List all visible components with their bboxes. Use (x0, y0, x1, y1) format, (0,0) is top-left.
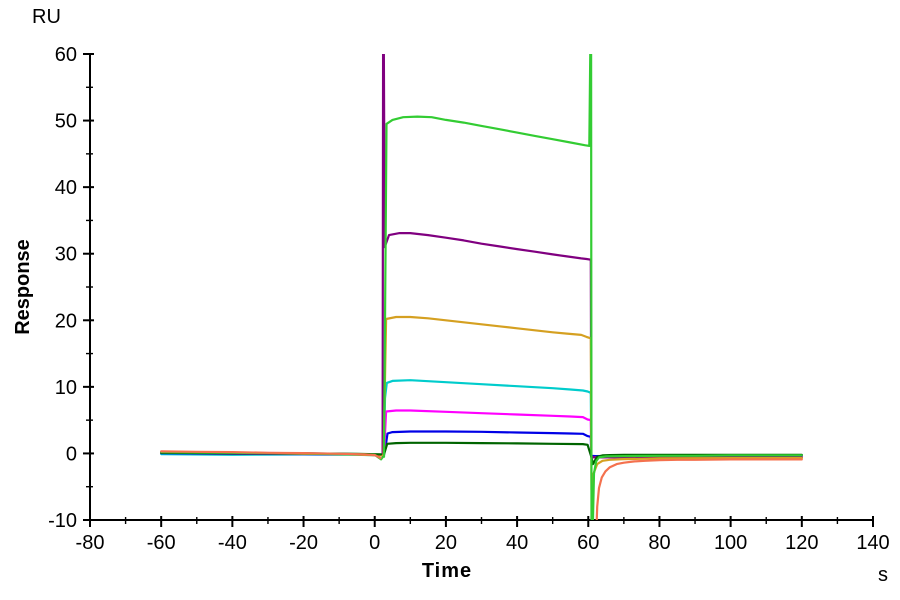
x-tick-label: 140 (856, 532, 889, 554)
y-axis-unit-label: RU (32, 6, 61, 28)
x-tick-label: -20 (289, 532, 318, 554)
y-tick-label: 40 (55, 177, 77, 199)
axes-lines (89, 54, 873, 521)
x-axis-unit-label: s (878, 564, 888, 586)
axis-tick-labels: -10 0 10 20 30 40 50 60 -80 -60 -40 -20 0 20 40 60 80 100… (48, 44, 890, 554)
series-salmon (160, 450, 382, 460)
x-tick-label: 100 (714, 532, 747, 554)
x-axis-title: Time (421, 560, 473, 582)
x-tick-label: 60 (577, 532, 599, 554)
x-tick-label: 40 (506, 532, 528, 554)
series-salmon (595, 458, 803, 520)
series-purple (381, 54, 803, 459)
y-tick-label: 60 (55, 44, 77, 66)
y-tick-label: 0 (66, 443, 77, 465)
y-tick-label: 10 (55, 377, 77, 399)
x-tick-label: -80 (76, 532, 105, 554)
x-tick-label: 80 (648, 532, 670, 554)
y-tick-label: 30 (55, 244, 77, 266)
series-dark-green (382, 441, 803, 466)
y-tick-label: 50 (55, 111, 77, 133)
x-tick-label: 120 (785, 532, 818, 554)
y-tick-label: 20 (55, 310, 77, 332)
x-tick-label: 0 (369, 532, 380, 554)
axis-ticks (83, 53, 874, 527)
series-gold (382, 315, 803, 492)
x-tick-label: -60 (147, 532, 176, 554)
y-axis-title: Response (12, 239, 34, 335)
series-cyan (382, 379, 803, 458)
series-magenta (382, 409, 803, 459)
sensorgram-curves (160, 54, 803, 520)
y-tick-label: -10 (48, 510, 77, 532)
x-tick-label: 20 (435, 532, 457, 554)
x-tick-label: -40 (218, 532, 247, 554)
series-green (382, 54, 803, 520)
